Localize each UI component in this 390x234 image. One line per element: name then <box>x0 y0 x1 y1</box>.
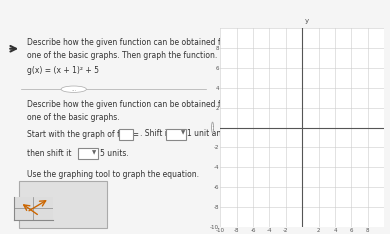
Text: one of the basic graphs.: one of the basic graphs. <box>27 113 120 122</box>
Text: Describe how the given function can be obtained from: Describe how the given function can be o… <box>27 38 236 47</box>
Text: g(x) = (x + 1)² + 5: g(x) = (x + 1)² + 5 <box>27 66 99 75</box>
Text: enlarge: enlarge <box>67 201 96 210</box>
Text: graph: graph <box>67 216 90 225</box>
FancyBboxPatch shape <box>78 148 98 160</box>
Text: ▼: ▼ <box>92 150 96 155</box>
Text: Describe how the given function can be obtained from: Describe how the given function can be o… <box>27 100 236 109</box>
Ellipse shape <box>61 86 86 92</box>
Text: one of the basic graphs. Then graph the function.: one of the basic graphs. Then graph the … <box>27 51 218 60</box>
Text: y: y <box>305 18 309 24</box>
Text: 5 units.: 5 units. <box>100 149 129 158</box>
Text: :: : <box>211 124 214 131</box>
Text: ▼: ▼ <box>181 130 185 135</box>
Text: then shift it: then shift it <box>27 149 72 158</box>
Text: Use the graphing tool to graph the equation.: Use the graphing tool to graph the equat… <box>27 170 199 179</box>
FancyBboxPatch shape <box>167 129 186 140</box>
Text: ...: ... <box>71 87 76 92</box>
Ellipse shape <box>211 122 214 133</box>
Text: 1 unit and: 1 unit and <box>188 129 227 138</box>
Text: . Shift it: . Shift it <box>140 129 170 138</box>
FancyBboxPatch shape <box>119 129 133 140</box>
Text: Click to: Click to <box>67 186 96 195</box>
Text: Start with the graph of f(x) =: Start with the graph of f(x) = <box>27 130 139 139</box>
FancyBboxPatch shape <box>19 181 107 228</box>
